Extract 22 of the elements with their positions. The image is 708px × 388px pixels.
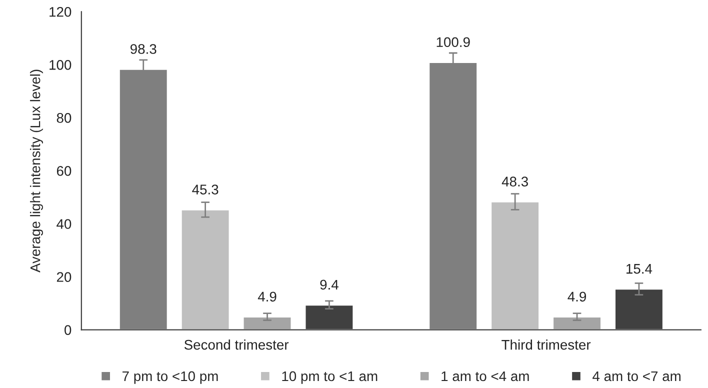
- data-label: 9.4: [320, 280, 338, 290]
- data-label: 4.9: [258, 292, 276, 302]
- y-tick-label: 40: [56, 219, 72, 229]
- data-label: 45.3: [192, 184, 218, 194]
- data-label: 15.4: [626, 264, 652, 274]
- y-tick-label: 20: [56, 272, 72, 282]
- y-tick-label: 120: [50, 6, 72, 17]
- y-axis-title: Average light intensity (Lux level): [30, 70, 43, 272]
- y-tick-label: 0: [64, 325, 72, 335]
- legend-label: 10 pm to <1 am: [282, 371, 378, 384]
- y-tick-label: 100: [50, 60, 72, 70]
- data-label: 4.9: [568, 292, 586, 302]
- x-tick-label: Third trimester: [502, 340, 591, 350]
- data-label: 48.3: [502, 176, 528, 186]
- x-tick-label: Second trimester: [184, 340, 289, 350]
- legend-label: 4 am to <7 am: [592, 371, 680, 382]
- y-tick-label: 80: [56, 113, 72, 123]
- legend-label: 7 pm to <10 pm: [122, 371, 218, 384]
- data-label: 98.3: [130, 44, 156, 54]
- y-tick-label: 60: [56, 166, 72, 176]
- legend-label: 1 am to <4 am: [442, 371, 529, 382]
- data-label: 100.9: [436, 37, 470, 48]
